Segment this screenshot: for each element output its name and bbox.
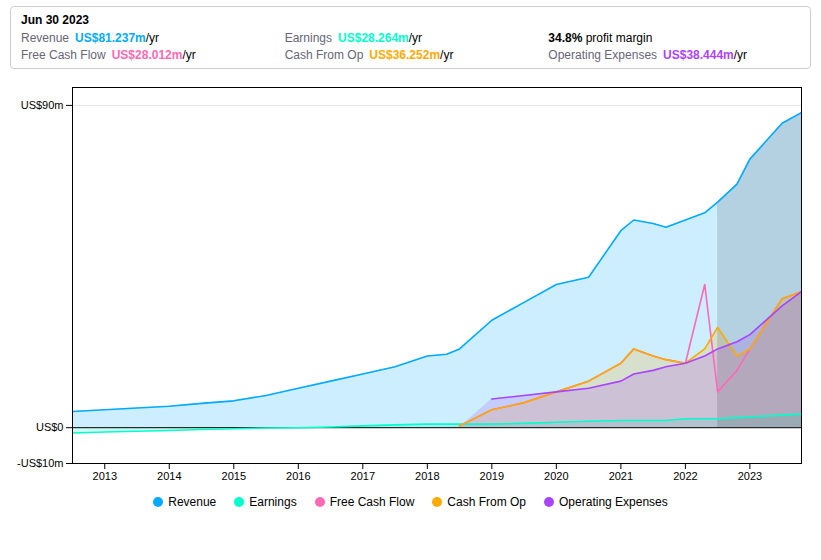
html-text:Cash From Op: Cash From Op — [284, 48, 364, 62]
html-text:Jun 30 2023: Jun 30 2023 — [21, 13, 89, 27]
svg-text:2018: 2018 — [415, 470, 439, 482]
html-text:Free Cash Flow: Free Cash Flow — [329, 495, 415, 509]
svg-text:2015: 2015 — [222, 470, 246, 482]
html-text:US$81.237m /yr: US$81.237m /yr — [75, 31, 160, 45]
svg-text:US$90m: US$90m — [21, 99, 64, 111]
svg-text:2023: 2023 — [738, 470, 762, 482]
html-text:Earnings: Earnings — [249, 495, 297, 509]
html-text:US$36.252m /yr: US$36.252m /yr — [369, 48, 454, 62]
svg-text:2013: 2013 — [93, 470, 117, 482]
svg-text:2020: 2020 — [544, 470, 568, 482]
svg-text:2022: 2022 — [673, 470, 697, 482]
html-text:Revenue: Revenue — [168, 495, 217, 509]
svg-text:-US$10m: -US$10m — [17, 457, 63, 469]
html-text:US$28.264m /yr: US$28.264m /yr — [338, 31, 423, 45]
svg-text:2019: 2019 — [480, 470, 504, 482]
svg-text:2021: 2021 — [609, 470, 633, 482]
html-text:US$28.012m /yr: US$28.012m /yr — [111, 48, 196, 62]
html-text:Operating Expenses: Operating Expenses — [559, 495, 668, 509]
svg-text:2014: 2014 — [157, 470, 181, 482]
html-text:Earnings: Earnings — [284, 31, 332, 45]
svg-text:2017: 2017 — [351, 470, 375, 482]
html-text:34.8% profit margin: 34.8% profit margin — [548, 31, 653, 45]
html-text:Revenue: Revenue — [21, 31, 69, 45]
html-text:Free Cash Flow: Free Cash Flow — [21, 48, 106, 62]
svg-text:US$0: US$0 — [36, 421, 64, 433]
html-text:Cash From Op: Cash From Op — [447, 495, 526, 509]
svg-text:2016: 2016 — [286, 470, 310, 482]
html-text:Operating Expenses: Operating Expenses — [548, 48, 658, 62]
html-text:US$38.444m /yr: US$38.444m /yr — [663, 48, 748, 62]
